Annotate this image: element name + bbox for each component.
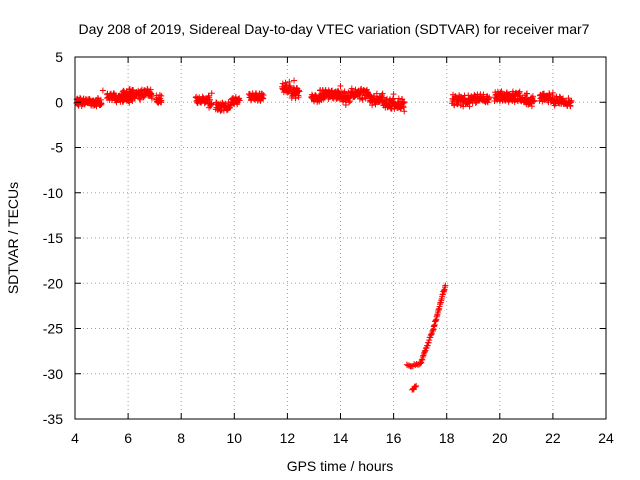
data-point [310, 97, 317, 104]
data-point [206, 96, 213, 103]
x-tick-label: 24 [598, 430, 614, 446]
data-point [236, 97, 243, 104]
data-point [342, 101, 349, 108]
data-point [466, 103, 473, 110]
axis-ticks: 4 6 8 10 12 14 16 18 20 22 24 5 0 -5 -10 -15 -20 -25 -30 -3… [43, 49, 614, 446]
data-point [99, 87, 106, 94]
y-tick-label: -10 [43, 185, 63, 201]
data-point [401, 98, 408, 105]
data-point [424, 342, 431, 349]
y-axis-label: SDTVAR / TECUs [5, 182, 21, 294]
data-point [418, 359, 425, 366]
x-axis-label: GPS time / hours [287, 458, 394, 474]
x-tick-label: 20 [492, 430, 508, 446]
data-point [418, 357, 425, 364]
x-tick-label: 6 [124, 430, 132, 446]
x-tick-label: 16 [386, 430, 402, 446]
x-tick-label: 8 [177, 430, 185, 446]
y-tick-label: -15 [43, 230, 63, 246]
data-point [388, 105, 395, 112]
data-point [421, 348, 428, 355]
data-point [413, 382, 420, 389]
data-point [137, 96, 144, 103]
data-point [395, 95, 402, 102]
data-point [111, 92, 118, 99]
data-point [337, 82, 344, 89]
x-tick-label: 14 [333, 430, 349, 446]
data-point [359, 96, 366, 103]
data-point [531, 98, 538, 105]
data-point [425, 339, 432, 346]
data-point [417, 360, 424, 367]
y-tick-label: -35 [43, 411, 63, 427]
data-point [426, 337, 433, 344]
data-point [549, 89, 556, 96]
x-tick-label: 18 [439, 430, 455, 446]
data-point [127, 95, 134, 102]
data-point [419, 353, 426, 360]
data-point [158, 92, 165, 99]
y-tick-label: -20 [43, 275, 63, 291]
data-point [412, 383, 419, 390]
data-point [390, 95, 397, 102]
data-point [341, 88, 348, 95]
y-tick-label: -25 [43, 321, 63, 337]
x-tick-label: 10 [227, 430, 243, 446]
data-point [295, 94, 302, 101]
data-point [442, 282, 449, 289]
chart-title: Day 208 of 2019, Sidereal Day-to-day VTE… [79, 21, 590, 37]
data-point [206, 104, 213, 111]
data-point [208, 90, 215, 97]
y-tick-label: 0 [55, 94, 63, 110]
y-tick-label: -5 [51, 140, 64, 156]
data-point [568, 98, 575, 105]
x-tick-label: 22 [545, 430, 561, 446]
data-point [524, 90, 531, 97]
grid-lines [75, 57, 606, 419]
data-point [401, 108, 408, 115]
data-point [218, 107, 225, 114]
x-tick-label: 12 [280, 430, 296, 446]
data-point [486, 94, 493, 101]
data-point [283, 88, 290, 95]
data-point [260, 92, 267, 99]
data-point [560, 95, 567, 102]
y-tick-label: 5 [55, 49, 63, 65]
data-point [147, 90, 154, 97]
data-point [286, 78, 293, 85]
data-point [98, 101, 105, 108]
data-point [428, 331, 435, 338]
x-tick-label: 4 [71, 430, 79, 446]
data-point [148, 95, 155, 102]
data-point [528, 103, 535, 110]
y-tick-label: -30 [43, 366, 63, 382]
data-point [291, 77, 298, 84]
data-point [529, 93, 536, 100]
data-points [73, 77, 575, 393]
data-point [390, 91, 397, 98]
data-point [347, 98, 354, 105]
data-point [158, 99, 165, 106]
data-point [322, 94, 329, 101]
data-point [296, 88, 303, 95]
